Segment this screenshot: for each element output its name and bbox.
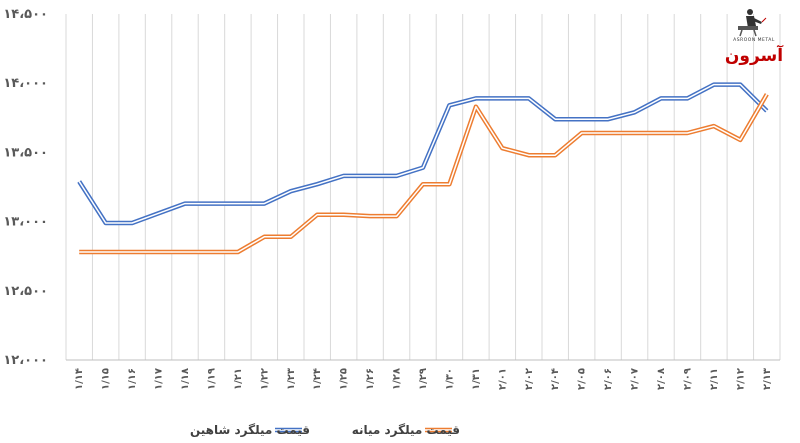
x-tick-label: ۲/۰۵ bbox=[577, 368, 588, 390]
logo-subtext: ASROON METAL bbox=[733, 37, 775, 43]
x-tick-label: ۱/۲۴ bbox=[312, 368, 323, 390]
x-tick-label: ۱/۱۹ bbox=[206, 368, 217, 390]
y-tick-label: ۱۳،۵۰۰ bbox=[3, 145, 48, 160]
welder-figure-icon bbox=[738, 9, 767, 37]
x-tick-label: ۲/۱۲ bbox=[735, 368, 746, 390]
x-tick-label: ۲/۰۷ bbox=[630, 368, 641, 390]
x-tick-label: ۱/۲۳ bbox=[286, 368, 297, 390]
legend: قیمت میلگرد شاهین قیمت میلگرد میانه bbox=[190, 423, 460, 437]
x-tick-label: ۱/۲۵ bbox=[339, 368, 350, 390]
series-line-inner-1 bbox=[79, 93, 768, 253]
y-axis-tick-labels: ۱۲،۰۰۰ ۱۲،۵۰۰ ۱۳،۰۰۰ ۱۳،۵۰۰ ۱۴،۰۰۰ ۱۴،۵۰۰ bbox=[3, 7, 48, 368]
x-tick-label: ۱/۱۵ bbox=[101, 368, 112, 390]
series-lines bbox=[77, 82, 769, 255]
asroon-logo: ASROON METAL آسرون bbox=[725, 9, 784, 66]
x-tick-label: ۱/۱۸ bbox=[180, 368, 191, 390]
y-tick-label: ۱۲،۰۰۰ bbox=[3, 353, 48, 368]
x-tick-label: ۱/۱۶ bbox=[127, 368, 138, 390]
x-tick-label: ۱/۱۷ bbox=[154, 368, 165, 390]
x-tick-label: ۲/۰۴ bbox=[550, 368, 561, 390]
x-tick-label: ۲/۰۸ bbox=[656, 368, 667, 390]
x-tick-label: ۲/۱۳ bbox=[762, 368, 773, 390]
series-line-outer-1 bbox=[79, 93, 769, 255]
logo-text: آسرون bbox=[725, 44, 784, 66]
y-tick-label: ۱۴،۰۰۰ bbox=[3, 76, 48, 91]
x-tick-label: ۱/۲۲ bbox=[259, 368, 270, 390]
x-tick-label: ۱/۳۰ bbox=[444, 368, 455, 390]
y-tick-label: ۱۲،۵۰۰ bbox=[3, 284, 48, 299]
x-tick-label: ۲/۰۶ bbox=[603, 368, 614, 390]
x-tick-label: ۲/۰۲ bbox=[524, 368, 535, 390]
x-tick-label: ۱/۲۹ bbox=[418, 368, 429, 390]
x-tick-label: ۲/۱۱ bbox=[709, 368, 720, 390]
y-tick-label: ۱۳،۰۰۰ bbox=[3, 215, 48, 230]
x-tick-label: ۱/۲۶ bbox=[365, 368, 376, 390]
y-tick-label: ۱۴،۵۰۰ bbox=[3, 7, 48, 22]
vertical-gridlines bbox=[65, 14, 781, 360]
x-tick-label: ۱/۳۱ bbox=[471, 368, 482, 390]
x-axis-tick-labels: ۱/۱۴ ۱/۱۵ ۱/۱۶ ۱/۱۷ ۱/۱۸ ۱/۱۹ ۱/۲۱ ۱/۲۲ ۱/۲۳ ۱/۲۴… bbox=[74, 368, 773, 390]
legend-label-1: قیمت میلگرد میانه bbox=[352, 423, 460, 437]
legend-label-0: قیمت میلگرد شاهین bbox=[190, 423, 310, 437]
x-tick-label: ۱/۱۴ bbox=[74, 368, 85, 390]
series-line-outer-0 bbox=[77, 82, 769, 226]
series-line-inner-0 bbox=[78, 83, 768, 224]
x-tick-label: ۱/۲۸ bbox=[392, 368, 403, 390]
x-tick-label: ۲/۰۱ bbox=[497, 368, 508, 390]
x-tick-label: ۱/۲۱ bbox=[233, 368, 244, 390]
x-tick-label: ۲/۰۹ bbox=[682, 368, 693, 390]
